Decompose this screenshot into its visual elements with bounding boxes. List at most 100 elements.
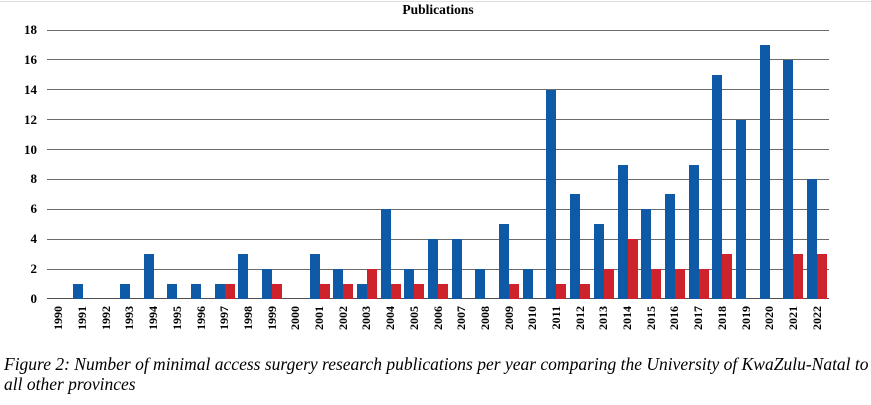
bar-ukzn-2012 <box>570 194 581 299</box>
plot-area <box>47 29 829 299</box>
x-tick-label-2018: 2018 <box>714 306 729 330</box>
bar-other-2016 <box>674 269 685 299</box>
gridline-y-4 <box>47 238 829 240</box>
x-tick-label-2016: 2016 <box>667 306 682 330</box>
x-tick-label-1997: 1997 <box>217 306 232 330</box>
x-tick-label-1992: 1992 <box>98 306 113 330</box>
figure-top-border <box>0 1 871 2</box>
bar-ukzn-2002 <box>333 269 344 299</box>
gridline-y-2 <box>47 268 829 270</box>
bar-ukzn-2003 <box>356 284 367 299</box>
bar-other-1999 <box>272 284 283 299</box>
x-tick-label-1990: 1990 <box>51 306 66 330</box>
gridline-y-12 <box>47 119 829 121</box>
x-tick-label-2019: 2019 <box>738 306 753 330</box>
bar-ukzn-2008 <box>475 269 486 299</box>
y-tick-label-14: 14 <box>24 81 37 97</box>
bar-other-1997 <box>224 284 235 299</box>
bar-ukzn-2013 <box>593 224 604 299</box>
y-tick-label-4: 4 <box>30 231 38 247</box>
x-tick-label-2009: 2009 <box>501 306 516 330</box>
bar-other-2013 <box>603 269 614 299</box>
y-axis: 0 2 4 6 8 10 12 14 16 18 <box>0 23 41 305</box>
bar-other-2015 <box>651 269 662 299</box>
x-tick-label-2020: 2020 <box>762 306 777 330</box>
bar-ukzn-1998 <box>238 254 249 299</box>
x-tick-label-1991: 1991 <box>75 306 90 330</box>
x-tick-label-1993: 1993 <box>122 306 137 330</box>
x-tick-label-2011: 2011 <box>548 306 563 330</box>
y-tick-label-10: 10 <box>24 141 37 157</box>
bar-ukzn-2016 <box>664 194 675 299</box>
bar-ukzn-1996 <box>191 284 202 299</box>
bar-ukzn-2017 <box>688 164 699 299</box>
x-tick-label-2022: 2022 <box>809 306 824 330</box>
bar-ukzn-2018 <box>712 74 723 299</box>
bar-ukzn-1997 <box>214 284 225 299</box>
bar-ukzn-2019 <box>736 119 747 299</box>
x-tick-label-1998: 1998 <box>240 306 255 330</box>
x-tick-label-2005: 2005 <box>406 306 421 330</box>
chart-title: Publications <box>402 2 474 17</box>
bar-ukzn-2020 <box>759 44 770 299</box>
bar-ukzn-1995 <box>167 284 178 299</box>
x-tick-label-2017: 2017 <box>691 306 706 330</box>
bar-ukzn-2010 <box>522 269 533 299</box>
gridline-y-16 <box>47 59 829 61</box>
bar-other-2021 <box>793 254 804 299</box>
bar-other-2017 <box>698 269 709 299</box>
gridline-y-10 <box>47 149 829 151</box>
bar-other-2005 <box>414 284 425 299</box>
x-tick-label-2010: 2010 <box>525 306 540 330</box>
x-tick-label-2006: 2006 <box>430 306 445 330</box>
bar-ukzn-1994 <box>143 254 154 299</box>
bar-ukzn-2006 <box>428 239 438 299</box>
x-tick-label-1999: 1999 <box>264 306 279 330</box>
bar-ukzn-2005 <box>404 269 415 299</box>
y-tick-label-0: 0 <box>30 291 38 306</box>
x-tick-label-2008: 2008 <box>477 306 492 330</box>
x-tick-label-2013: 2013 <box>596 306 611 330</box>
bar-ukzn-2009 <box>499 224 510 299</box>
gridline-y-6 <box>47 208 829 210</box>
bar-other-2011 <box>556 284 567 299</box>
bar-ukzn-2004 <box>380 209 391 299</box>
x-tick-label-2014: 2014 <box>620 306 635 330</box>
gridline-y-8 <box>47 178 829 180</box>
bar-other-2001 <box>319 284 330 299</box>
bar-other-2006 <box>438 284 448 299</box>
x-tick-label-2007: 2007 <box>454 306 469 330</box>
x-tick-label-1994: 1994 <box>146 306 161 330</box>
y-tick-label-18: 18 <box>24 22 37 37</box>
gridline-y-18 <box>47 29 829 31</box>
bar-other-2014 <box>627 239 638 299</box>
bar-ukzn-2015 <box>641 209 652 299</box>
bar-other-2003 <box>366 269 377 299</box>
y-tick-label-2: 2 <box>30 261 38 277</box>
bar-ukzn-2022 <box>807 179 818 299</box>
y-tick-label-16: 16 <box>24 51 37 67</box>
bar-other-2018 <box>722 254 733 299</box>
figure-caption-line-1: Figure 2: Number of minimal access surge… <box>4 354 869 374</box>
bar-other-2012 <box>580 284 591 299</box>
bar-other-2022 <box>817 254 828 299</box>
x-tick-label-1995: 1995 <box>169 306 184 330</box>
bar-ukzn-2001 <box>309 254 320 299</box>
bar-ukzn-2014 <box>617 164 628 299</box>
figure-caption: Figure 2: Number of minimal access surge… <box>4 354 869 394</box>
x-tick-label-2003: 2003 <box>359 306 374 330</box>
x-tick-label-2012: 2012 <box>572 306 587 330</box>
figure-caption-line-2: all other provinces <box>4 374 136 394</box>
x-tick-label-1996: 1996 <box>193 306 208 330</box>
bar-ukzn-2011 <box>546 89 557 299</box>
bar-ukzn-1991 <box>72 284 83 299</box>
x-tick-label-2002: 2002 <box>335 306 350 330</box>
y-tick-label-12: 12 <box>24 111 37 127</box>
x-tick-label-2001: 2001 <box>312 306 326 330</box>
bar-other-2004 <box>390 284 401 299</box>
x-tick-label-2021: 2021 <box>785 306 800 330</box>
x-tick-label-2000: 2000 <box>288 306 303 330</box>
x-tick-label-2015: 2015 <box>643 306 658 330</box>
x-axis: 1990 1991 1992 1993 1994 1995 1996 1997 1998 1999… <box>47 302 829 352</box>
